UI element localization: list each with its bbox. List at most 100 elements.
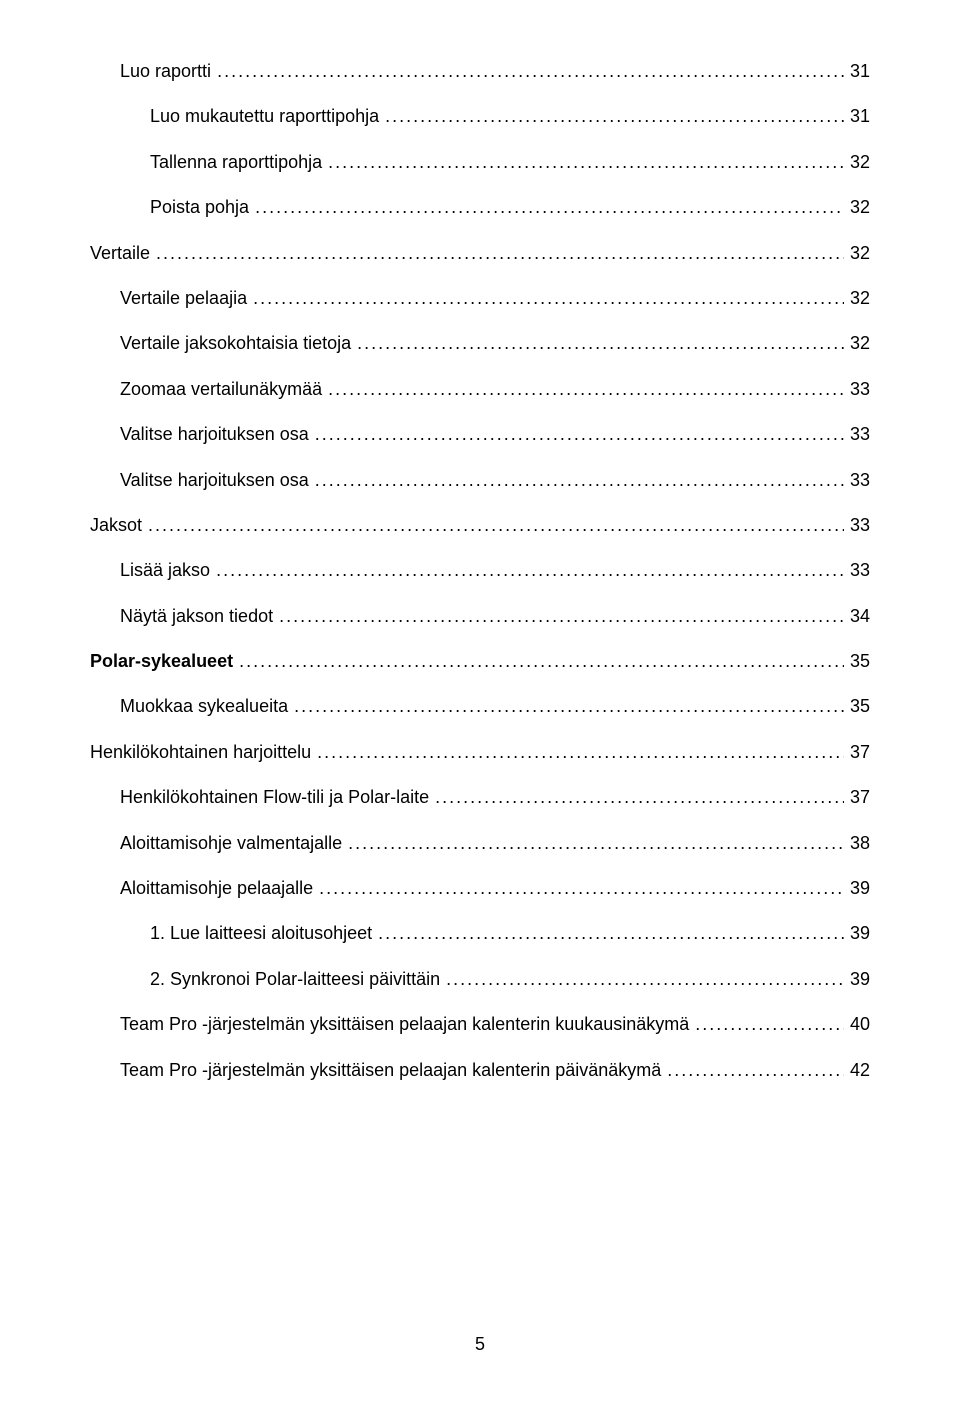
toc-row: Muokkaa sykealueita.....................… [120, 695, 870, 718]
toc-entry: Poista pohja............................… [150, 196, 870, 241]
toc-label: Aloittamisohje valmentajalle [120, 832, 348, 855]
toc-page-number: 42 [844, 1059, 870, 1082]
toc-leader-dots: ........................................… [378, 922, 844, 945]
toc-entry: Zoomaa vertailunäkymää..................… [120, 378, 870, 423]
toc-entry: Team Pro -järjestelmän yksittäisen pelaa… [120, 1013, 870, 1058]
toc-leader-dots: ........................................… [239, 650, 844, 673]
toc-entry: 1. Lue laitteesi aloitusohjeet..........… [150, 922, 870, 967]
toc-leader-dots: ........................................… [328, 151, 844, 174]
toc-leader-dots: ........................................… [446, 968, 844, 991]
toc-label: Valitse harjoituksen osa [120, 423, 315, 446]
toc-page-number: 32 [844, 287, 870, 310]
toc-entry: Valitse harjoituksen osa................… [120, 469, 870, 514]
toc-entry: Lisää jakso.............................… [120, 559, 870, 604]
toc-row: Zoomaa vertailunäkymää..................… [120, 378, 870, 401]
toc-row: Henkilökohtainen Flow-tili ja Polar-lait… [120, 786, 870, 809]
toc-row: Vertaile pelaajia.......................… [120, 287, 870, 310]
toc-page-number: 33 [844, 469, 870, 492]
toc-row: Luo raportti............................… [120, 60, 870, 83]
toc-row: Polar-sykealueet........................… [90, 650, 870, 673]
toc-row: Luo mukautettu raporttipohja............… [150, 105, 870, 128]
toc-entry: Vertaile................................… [90, 242, 870, 287]
toc-label: Luo mukautettu raporttipohja [150, 105, 385, 128]
toc-leader-dots: ........................................… [317, 741, 844, 764]
toc-row: Team Pro -järjestelmän yksittäisen pelaa… [120, 1059, 870, 1082]
toc-entry: Vertaile jaksokohtaisia tietoja.........… [120, 332, 870, 377]
toc-leader-dots: ........................................… [435, 786, 844, 809]
toc-row: Vertaile jaksokohtaisia tietoja.........… [120, 332, 870, 355]
toc-leader-dots: ........................................… [279, 605, 844, 628]
toc-label: Vertaile pelaajia [120, 287, 253, 310]
toc-leader-dots: ........................................… [255, 196, 844, 219]
toc-row: Henkilökohtainen harjoittelu............… [90, 741, 870, 764]
toc-label: Vertaile [90, 242, 156, 265]
toc-label: Zoomaa vertailunäkymää [120, 378, 328, 401]
toc-leader-dots: ........................................… [315, 469, 844, 492]
toc-label: Team Pro -järjestelmän yksittäisen pelaa… [120, 1059, 667, 1082]
toc-page-number: 39 [844, 968, 870, 991]
toc-row: Aloittamisohje pelaajalle...............… [120, 877, 870, 900]
toc-entry: Polar-sykealueet........................… [90, 650, 870, 695]
toc-row: 1. Lue laitteesi aloitusohjeet..........… [150, 922, 870, 945]
toc-leader-dots: ........................................… [156, 242, 844, 265]
toc-page-number: 32 [844, 332, 870, 355]
toc-leader-dots: ........................................… [148, 514, 844, 537]
toc-leader-dots: ........................................… [294, 695, 844, 718]
toc-label: Poista pohja [150, 196, 255, 219]
toc-label: Jaksot [90, 514, 148, 537]
toc-page-number: 32 [844, 242, 870, 265]
toc-row: Team Pro -järjestelmän yksittäisen pelaa… [120, 1013, 870, 1036]
toc-label: Henkilökohtainen harjoittelu [90, 741, 317, 764]
toc-entry: Vertaile pelaajia.......................… [120, 287, 870, 332]
toc-entry: Valitse harjoituksen osa................… [120, 423, 870, 468]
toc-label: Vertaile jaksokohtaisia tietoja [120, 332, 357, 355]
toc-row: Vertaile................................… [90, 242, 870, 265]
toc-page-number: 39 [844, 922, 870, 945]
toc-leader-dots: ........................................… [216, 559, 844, 582]
toc-row: Aloittamisohje valmentajalle............… [120, 832, 870, 855]
toc-label: Henkilökohtainen Flow-tili ja Polar-lait… [120, 786, 435, 809]
toc-entry: Jaksot..................................… [90, 514, 870, 559]
toc-label: Valitse harjoituksen osa [120, 469, 315, 492]
toc-page-number: 38 [844, 832, 870, 855]
toc-label: Luo raportti [120, 60, 217, 83]
toc-leader-dots: ........................................… [385, 105, 844, 128]
toc-leader-dots: ........................................… [348, 832, 844, 855]
page-number: 5 [0, 1334, 960, 1355]
toc-row: Tallenna raporttipohja..................… [150, 151, 870, 174]
toc-page-number: 35 [844, 695, 870, 718]
toc-leader-dots: ........................................… [315, 423, 844, 446]
toc-page-number: 39 [844, 877, 870, 900]
toc-page-number: 33 [844, 378, 870, 401]
toc-label: Team Pro -järjestelmän yksittäisen pelaa… [120, 1013, 695, 1036]
toc-entry: Henkilökohtainen Flow-tili ja Polar-lait… [120, 786, 870, 831]
toc-leader-dots: ........................................… [328, 378, 844, 401]
toc-row: 2. Synkronoi Polar-laitteesi päivittäin.… [150, 968, 870, 991]
toc-entry: Tallenna raporttipohja..................… [150, 151, 870, 196]
toc-page-number: 31 [844, 105, 870, 128]
toc-page-number: 35 [844, 650, 870, 673]
toc-page-number: 34 [844, 605, 870, 628]
toc-label: Muokkaa sykealueita [120, 695, 294, 718]
toc-entry: Aloittamisohje valmentajalle............… [120, 832, 870, 877]
toc-label: Aloittamisohje pelaajalle [120, 877, 319, 900]
toc-entry: Aloittamisohje pelaajalle...............… [120, 877, 870, 922]
toc-leader-dots: ........................................… [695, 1013, 844, 1036]
toc-page-number: 37 [844, 741, 870, 764]
toc-page-number: 37 [844, 786, 870, 809]
toc-row: Poista pohja............................… [150, 196, 870, 219]
toc-page-number: 31 [844, 60, 870, 83]
toc-page-number: 33 [844, 423, 870, 446]
toc-label: 2. Synkronoi Polar-laitteesi päivittäin [150, 968, 446, 991]
toc-page-number: 33 [844, 559, 870, 582]
toc-page-number: 32 [844, 151, 870, 174]
toc-label: Näytä jakson tiedot [120, 605, 279, 628]
toc-label: Lisää jakso [120, 559, 216, 582]
toc-entry: Näytä jakson tiedot.....................… [120, 605, 870, 650]
toc-row: Lisää jakso.............................… [120, 559, 870, 582]
toc-entry: 2. Synkronoi Polar-laitteesi päivittäin.… [150, 968, 870, 1013]
toc-label: Polar-sykealueet [90, 650, 239, 673]
document-page: Luo raportti............................… [0, 0, 960, 1407]
toc-entry: Muokkaa sykealueita.....................… [120, 695, 870, 740]
toc-entry: Luo mukautettu raporttipohja............… [150, 105, 870, 150]
